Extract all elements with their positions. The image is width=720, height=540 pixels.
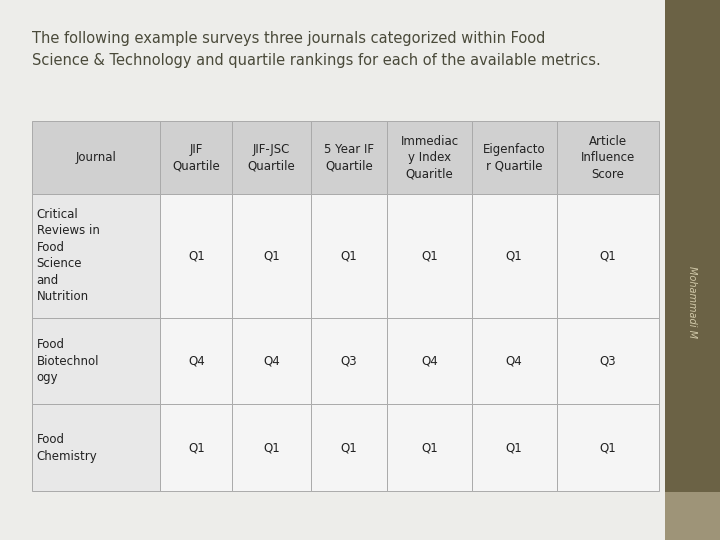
Bar: [32, 318, 161, 404]
Text: Q4: Q4: [264, 355, 280, 368]
Text: Food
Chemistry: Food Chemistry: [37, 433, 97, 463]
Bar: [472, 194, 557, 318]
Text: Food
Biotechnol
ogy: Food Biotechnol ogy: [37, 338, 99, 384]
Text: Q1: Q1: [264, 441, 280, 455]
Bar: [557, 404, 659, 491]
Text: JIF
Quartile: JIF Quartile: [172, 143, 220, 172]
Bar: [472, 318, 557, 404]
Bar: [387, 122, 472, 194]
Text: Q3: Q3: [341, 355, 357, 368]
Text: Q1: Q1: [421, 441, 438, 455]
Bar: [665, 492, 720, 540]
Text: Immediac
y Index
Quaritle: Immediac y Index Quaritle: [400, 134, 459, 180]
Text: Q1: Q1: [264, 249, 280, 262]
Bar: [233, 122, 311, 194]
Text: Q1: Q1: [599, 249, 616, 262]
Text: Q4: Q4: [188, 355, 204, 368]
Bar: [32, 122, 161, 194]
Text: JIF-JSC
Quartile: JIF-JSC Quartile: [248, 143, 295, 172]
Bar: [233, 318, 311, 404]
Bar: [557, 122, 659, 194]
Text: Q1: Q1: [188, 441, 204, 455]
Bar: [161, 404, 233, 491]
Bar: [387, 318, 472, 404]
Bar: [472, 122, 557, 194]
Bar: [387, 404, 472, 491]
Bar: [387, 194, 472, 318]
Text: Mohammadi M: Mohammadi M: [688, 266, 697, 339]
Bar: [233, 194, 311, 318]
Bar: [32, 404, 161, 491]
Bar: [233, 404, 311, 491]
Text: Science & Technology and quartile rankings for each of the available metrics.: Science & Technology and quartile rankin…: [32, 52, 600, 68]
Text: Journal: Journal: [76, 151, 117, 164]
Text: Q4: Q4: [421, 355, 438, 368]
Text: Q4: Q4: [506, 355, 523, 368]
Text: Q1: Q1: [599, 441, 616, 455]
Text: Q3: Q3: [599, 355, 616, 368]
Text: Eigenfacto
r Quartile: Eigenfacto r Quartile: [483, 143, 546, 172]
Bar: [665, 0, 720, 492]
Bar: [472, 404, 557, 491]
Bar: [32, 194, 161, 318]
Bar: [161, 122, 233, 194]
Bar: [311, 194, 387, 318]
Text: Critical
Reviews in
Food
Science
and
Nutrition: Critical Reviews in Food Science and Nut…: [37, 208, 99, 303]
Text: Q1: Q1: [506, 441, 523, 455]
Text: Q1: Q1: [188, 249, 204, 262]
Bar: [557, 318, 659, 404]
Bar: [311, 318, 387, 404]
Text: Q1: Q1: [506, 249, 523, 262]
Text: Article
Influence
Score: Article Influence Score: [580, 134, 635, 180]
Text: The following example surveys three journals categorized within Food: The following example surveys three jour…: [32, 31, 545, 46]
Bar: [557, 194, 659, 318]
Bar: [161, 194, 233, 318]
Text: 5 Year IF
Quartile: 5 Year IF Quartile: [324, 143, 374, 172]
Bar: [311, 122, 387, 194]
Text: Q1: Q1: [341, 441, 357, 455]
Bar: [161, 318, 233, 404]
Text: Q1: Q1: [421, 249, 438, 262]
Text: Q1: Q1: [341, 249, 357, 262]
Bar: [311, 404, 387, 491]
